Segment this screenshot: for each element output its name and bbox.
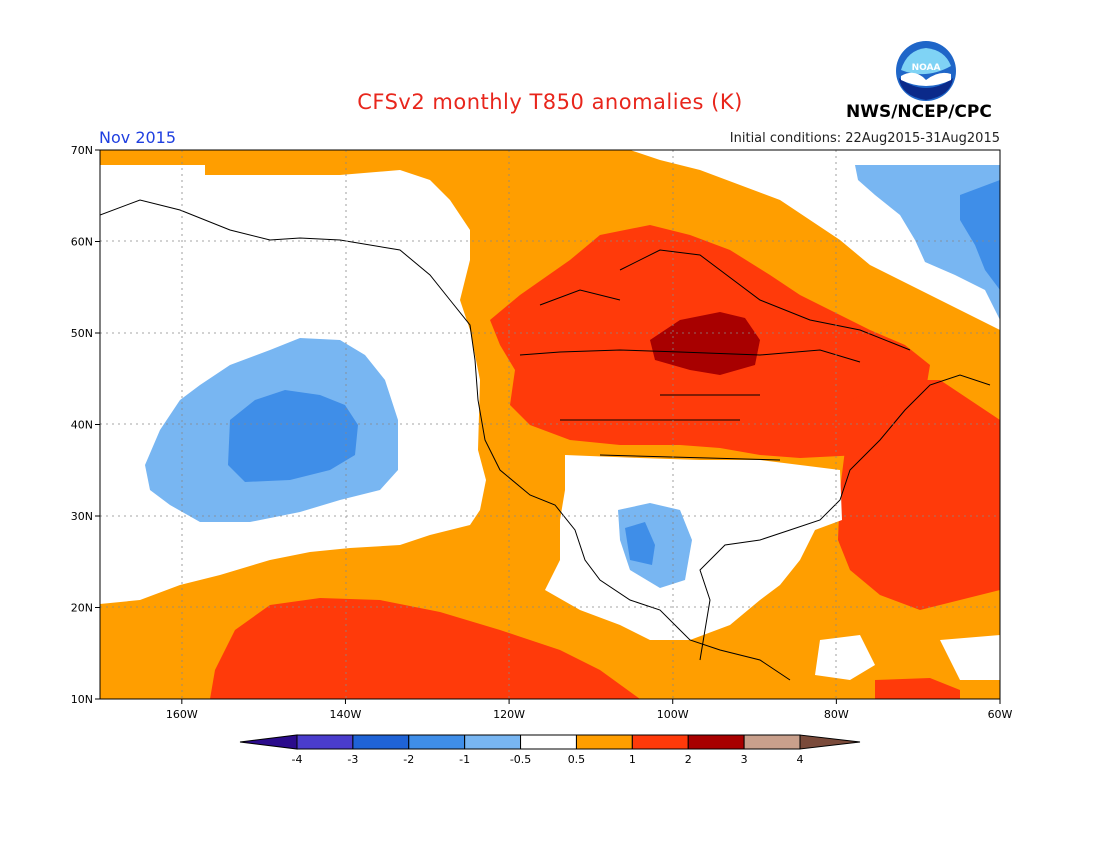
colorbar-label: -0.5: [510, 753, 531, 766]
lon-tick-label: 160W: [166, 708, 198, 721]
anomaly-fields: [100, 150, 1000, 699]
lat-tick-label: 10N: [71, 693, 93, 706]
chart-title: CFSv2 monthly T850 anomalies (K): [357, 90, 743, 114]
region-neutral-caribbean: [815, 635, 875, 680]
colorbar-swatch: [296, 734, 354, 750]
colorbar-label: -1: [459, 753, 470, 766]
lat-tick-label: 70N: [71, 144, 93, 157]
graticule: [100, 150, 1000, 699]
colorbar-label: 1: [629, 753, 636, 766]
region-warm-atlantic: [838, 380, 1000, 610]
region-cool-mexico: [618, 503, 692, 588]
region-hot-core: [650, 312, 760, 375]
lat-tick-label: 50N: [71, 327, 93, 340]
lat-tick-label: 40N: [71, 419, 93, 432]
colorbar-label: -2: [403, 753, 414, 766]
lat-tick-label: 20N: [71, 602, 93, 615]
colorbar: -4 -3 -2 -1 -0.5 0.5 1 2 3 4: [239, 734, 861, 766]
colorbar-label: 2: [685, 753, 692, 766]
lat-tick-label: 30N: [71, 510, 93, 523]
colorbar-arrow-low: [239, 734, 298, 750]
region-warm-caribbean: [875, 678, 960, 699]
region-neutral-caribbean-2: [940, 635, 1000, 680]
lon-tick-label: 80W: [824, 708, 849, 721]
region-cool-core: [228, 390, 358, 482]
colorbar-swatch: [575, 734, 633, 750]
region-neutral-us-mexico: [545, 455, 842, 640]
colorbar-label: 3: [741, 753, 748, 766]
noaa-logo-icon: NOAA: [896, 41, 956, 101]
agency-label: NWS/NCEP/CPC: [846, 102, 992, 122]
lon-tick-label: 60W: [988, 708, 1013, 721]
forecast-month: Nov 2015: [99, 128, 177, 147]
colorbar-swatch: [464, 734, 522, 750]
colorbar-label: -3: [347, 753, 358, 766]
coastlines: [100, 199, 991, 681]
region-cool-arctic: [960, 180, 1000, 290]
lon-tick-label: 120W: [493, 708, 525, 721]
lon-tick-label: 140W: [330, 708, 362, 721]
colorbar-swatch: [631, 734, 689, 750]
colorbar-swatch: [408, 734, 466, 750]
lat-axis: 70N 60N 50N 40N 30N 20N 10N: [71, 144, 100, 706]
lat-tick-label: 60N: [71, 236, 93, 249]
region-warm-tropical-pacific: [210, 598, 640, 699]
colorbar-swatch: [352, 734, 410, 750]
colorbar-label: 4: [797, 753, 804, 766]
colorbar-label: -4: [292, 753, 303, 766]
lon-axis: 160W 140W 120W 100W 80W 60W: [166, 699, 1013, 721]
region-cool-mexico-core: [625, 522, 655, 565]
svg-text:NOAA: NOAA: [912, 63, 941, 73]
colorbar-swatch: [520, 734, 577, 750]
colorbar-label: 0.5: [568, 753, 586, 766]
colorbar-arrow-high: [799, 734, 861, 750]
lon-tick-label: 100W: [657, 708, 689, 721]
colorbar-swatch: [687, 734, 745, 750]
colorbar-swatch: [743, 734, 801, 750]
initial-conditions: Initial conditions: 22Aug2015-31Aug2015: [729, 131, 1000, 146]
